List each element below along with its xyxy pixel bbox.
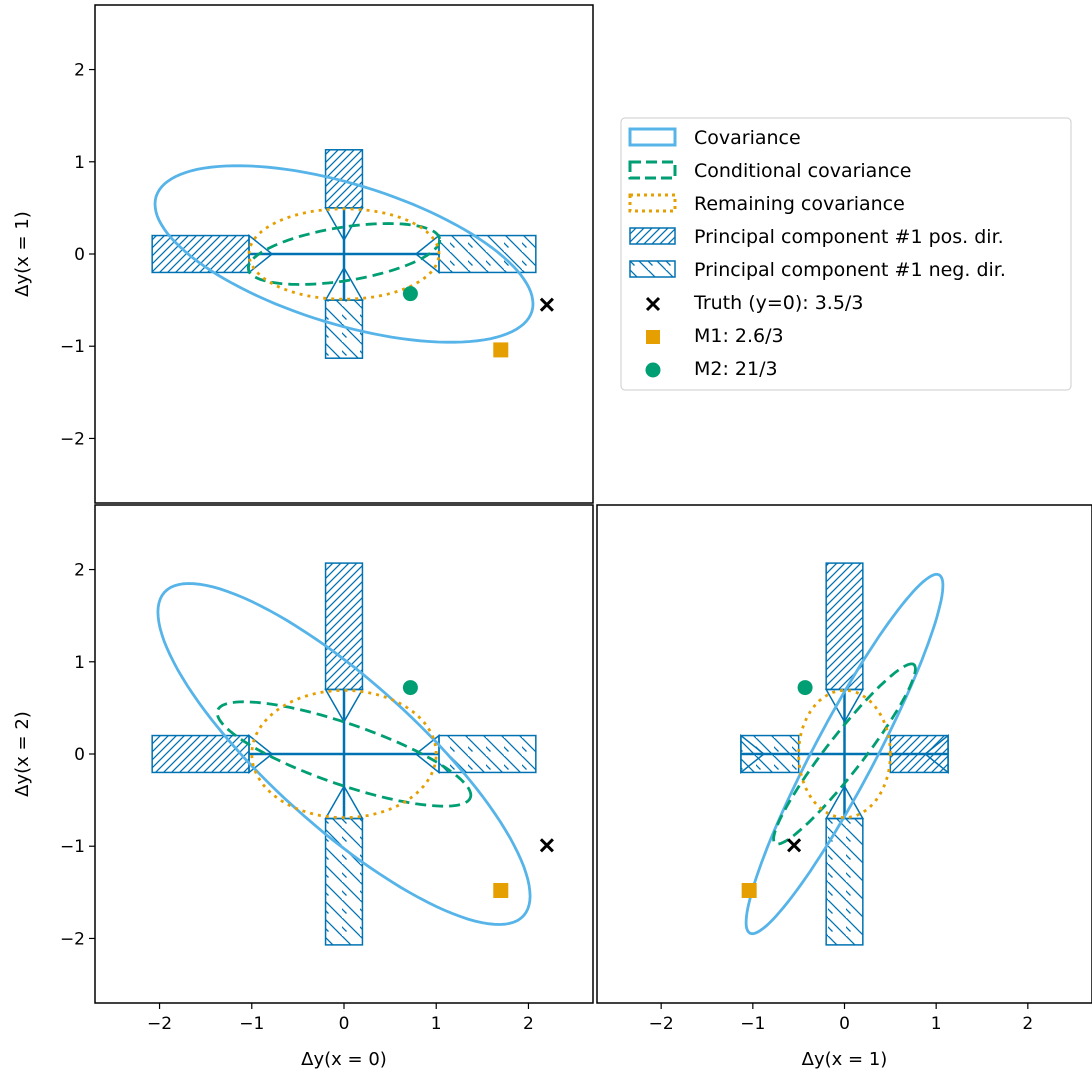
m2-marker	[797, 680, 813, 696]
remaining-covariance-ellipse	[250, 688, 438, 820]
m2-marker	[402, 680, 418, 696]
x-tick-label: 1	[431, 1014, 442, 1034]
pc-x-negative-bar	[438, 234, 537, 274]
pc-x-neg-arrowhead	[248, 733, 274, 775]
x-tick-label: −2	[147, 1014, 172, 1034]
y-tick-label: 0	[74, 745, 85, 765]
legend-label-m2: M2: 21/3	[694, 358, 778, 380]
legend-label-pc-pos: Principal component #1 pos. dir.	[694, 226, 1004, 248]
x-axis-label: Δy(x = 0)	[301, 1049, 387, 1070]
m1-marker	[493, 882, 509, 898]
x-tick-label: −1	[239, 1014, 264, 1034]
pc-y-pos-arrowhead	[324, 688, 364, 724]
legend-label-conditional: Conditional covariance	[694, 160, 912, 182]
legend-swatch-remaining	[628, 193, 677, 213]
legend: Covariance Conditional covariance Remain…	[620, 117, 1072, 391]
m1-marker	[493, 342, 509, 358]
legend-label-m1: M1: 2.6/3	[694, 325, 784, 347]
legend-swatch-pc-neg	[629, 260, 676, 278]
pc-y-neg-arrowhead	[324, 266, 364, 301]
covariance-ellipse	[156, 582, 532, 926]
y-tick-label: −2	[60, 929, 85, 949]
legend-label-truth: Truth (y=0): 3.5/3	[693, 292, 863, 314]
legend-swatch-pc-pos	[629, 227, 676, 245]
plot-area	[740, 562, 949, 946]
x-tick-label: −1	[740, 1014, 765, 1034]
truth-marker	[539, 297, 554, 312]
remaining-covariance-ellipse	[247, 207, 441, 301]
y-tick-label: 0	[74, 245, 85, 265]
legend-swatch-covariance	[628, 127, 677, 147]
y-tick-label: 2	[74, 61, 85, 81]
legend-swatch-conditional	[628, 160, 677, 180]
legend-label-pc-neg: Principal component #1 neg. dir.	[694, 259, 1006, 281]
pc-x-pos-arrowhead	[414, 733, 440, 775]
plot-area	[151, 562, 554, 946]
panel-bottom-right: −2 −1 0 1 2 Δy(x = 1)	[596, 504, 1092, 1070]
x-tick-label: 2	[523, 1014, 534, 1034]
x-tick-label: 0	[339, 1014, 350, 1034]
plot-area	[151, 149, 554, 359]
pc-x-pos-arrowhead	[923, 733, 949, 775]
y-tick-label: 2	[74, 561, 85, 581]
x-axis-label: Δy(x = 1)	[802, 1049, 888, 1070]
m1-marker	[741, 882, 757, 898]
y-tick-label: 1	[74, 153, 85, 173]
legend-marker-m1	[646, 330, 660, 344]
legend-marker-truth	[645, 296, 661, 312]
y-tick-label: 1	[74, 653, 85, 673]
x-tick-label: −2	[649, 1014, 674, 1034]
x-tick-label: 0	[839, 1014, 850, 1034]
legend-frame	[620, 117, 1072, 391]
panel-top-left: −2 −1 0 1 2 Δy(x = 1)	[12, 4, 594, 504]
truth-marker	[539, 838, 554, 853]
x-tick-label: 2	[1022, 1014, 1033, 1034]
pc-x-negative-bar	[438, 734, 537, 774]
panel-bottom-left: −2 −1 0 1 2 −2 −1 0 1 2 Δy(x = 0) Δy(x = 2)	[12, 504, 594, 1070]
pc-x-neg-arrowhead	[740, 733, 766, 775]
pc-x-positive-bar	[151, 234, 250, 274]
y-axis-label: Δy(x = 1)	[12, 211, 33, 297]
y-tick-label: −1	[60, 837, 85, 857]
m2-marker	[402, 286, 418, 302]
y-tick-label: −1	[60, 337, 85, 357]
conditional-covariance-ellipse	[215, 700, 473, 808]
covariance-ellipse	[153, 164, 535, 344]
x-tick-label: 1	[931, 1014, 942, 1034]
pc-x-positive-bar	[151, 734, 250, 774]
conditional-covariance-ellipse	[246, 222, 442, 286]
covariance-ellipse	[744, 572, 945, 936]
conditional-covariance-ellipse	[772, 662, 917, 846]
legend-label-covariance: Covariance	[694, 127, 801, 149]
pc-x-neg-arrowhead	[248, 233, 274, 275]
y-tick-label: −2	[60, 429, 85, 449]
truth-marker	[787, 838, 802, 853]
legend-marker-m2	[645, 362, 661, 378]
legend-label-remaining: Remaining covariance	[694, 193, 905, 215]
y-axis-label: Δy(x = 2)	[12, 711, 33, 797]
